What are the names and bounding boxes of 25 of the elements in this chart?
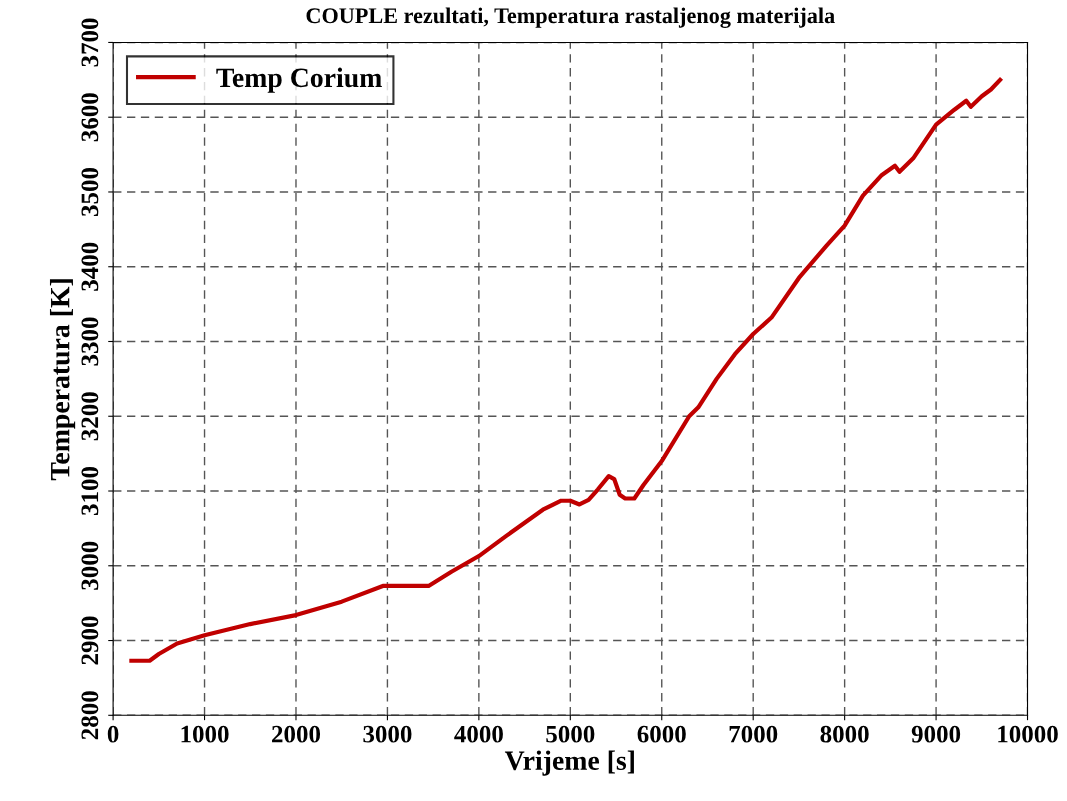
y-tick-label: 3100 (81, 466, 99, 516)
y-tick-label: 3200 (81, 392, 99, 441)
x-tick-label: 4000 (454, 725, 503, 743)
y-tick-label: 3400 (81, 242, 99, 291)
x-tick-label: 9000 (911, 725, 961, 743)
y-tick-label: 2900 (81, 616, 99, 665)
y-tick-label: 3300 (81, 317, 99, 366)
x-tick-label: 10000 (998, 725, 1058, 743)
y-tick-label: 3600 (81, 93, 99, 142)
y-tick-label: 3500 (81, 167, 99, 217)
x-tick-label: 6000 (637, 725, 686, 743)
y-tick-label: 3700 (81, 18, 99, 67)
x-tick-label: 2000 (272, 725, 321, 743)
legend-label: Temp Corium (216, 67, 382, 93)
x-tick-label: 3000 (363, 725, 412, 743)
x-tick-label: 5000 (546, 725, 595, 743)
x-tick-label: 8000 (820, 725, 869, 743)
y-tick-label: 2800 (81, 691, 99, 740)
x-tick-label: 7000 (729, 725, 778, 743)
y-tick-label: 3000 (81, 541, 99, 590)
y-axis-title: Temperatura [K] (49, 279, 76, 481)
chart-title: COUPLE rezultati, Temperatura rastaljenog materijala (306, 7, 835, 28)
x-tick-label: 1000 (181, 725, 229, 743)
x-axis-title: Vrijeme [s] (504, 750, 634, 776)
x-tick-label: 0 (107, 725, 119, 743)
